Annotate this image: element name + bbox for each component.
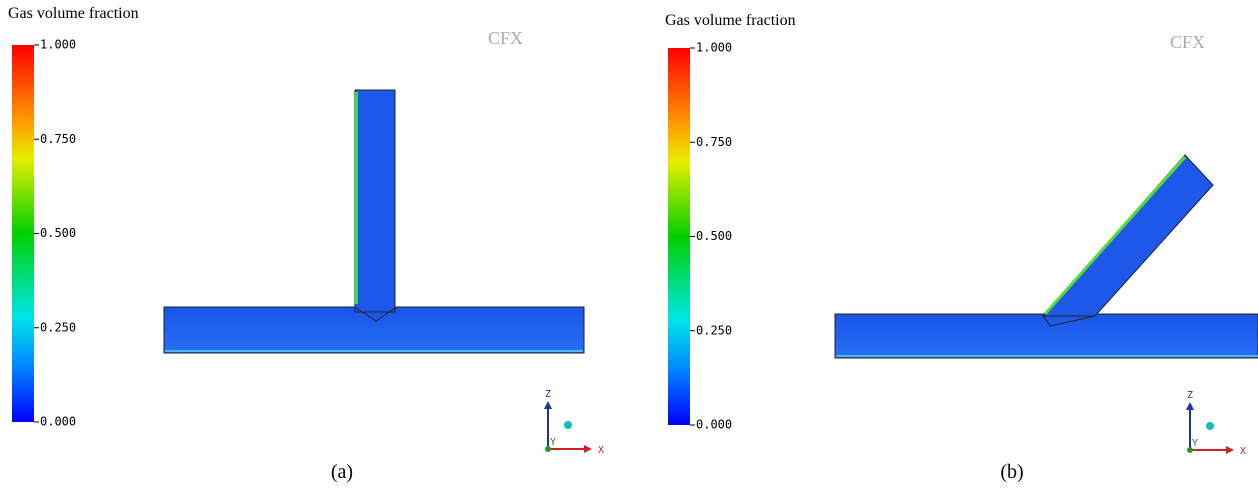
gas-layer	[165, 350, 583, 352]
panel: Gas volume fraction 1.000 0.750 0.500 0.250 0…	[665, 12, 1258, 483]
figure: Gas volume fraction 1.000 0.750 0.500 0.250 0…	[0, 0, 1258, 493]
marker	[564, 421, 572, 429]
panel: Gas volume fraction 1.000 0.750 0.500 0.250 0…	[8, 5, 604, 483]
x-arrow	[584, 445, 592, 453]
scale-label: 0.250	[40, 320, 76, 334]
scale-label: 1.000	[40, 38, 76, 52]
y-label: Y	[550, 437, 556, 448]
marker	[1206, 422, 1214, 430]
scale-label: 0.250	[696, 323, 732, 337]
caption: (a)	[331, 461, 353, 483]
y-label: Y	[1192, 438, 1198, 449]
gas-layer	[355, 92, 358, 304]
scale-label: 0.750	[696, 135, 732, 149]
branch-pipe	[355, 90, 395, 312]
z-arrow	[544, 401, 552, 409]
scale-label: 0.000	[40, 415, 76, 429]
branch-pipe	[1043, 155, 1213, 316]
legend-title: Gas volume fraction	[665, 12, 796, 29]
main-pipe	[164, 307, 584, 353]
z-label: Z	[1187, 390, 1193, 401]
scale-label: 1.000	[696, 41, 732, 55]
z-arrow	[1186, 402, 1194, 410]
caption: (b)	[1000, 461, 1023, 483]
gas-layer	[836, 355, 1258, 357]
x-arrow	[1226, 446, 1234, 454]
scale-label: 0.000	[696, 418, 732, 432]
legend-title: Gas volume fraction	[8, 5, 139, 22]
scale-label: 0.750	[40, 132, 76, 146]
x-label: X	[1240, 446, 1246, 457]
scale-label: 0.500	[40, 226, 76, 240]
watermark: CFX	[1170, 32, 1205, 52]
color-bar	[12, 45, 34, 422]
scale-label: 0.500	[696, 229, 732, 243]
watermark: CFX	[488, 28, 523, 48]
color-bar	[668, 48, 690, 425]
x-label: X	[598, 445, 604, 456]
z-label: Z	[545, 389, 551, 400]
